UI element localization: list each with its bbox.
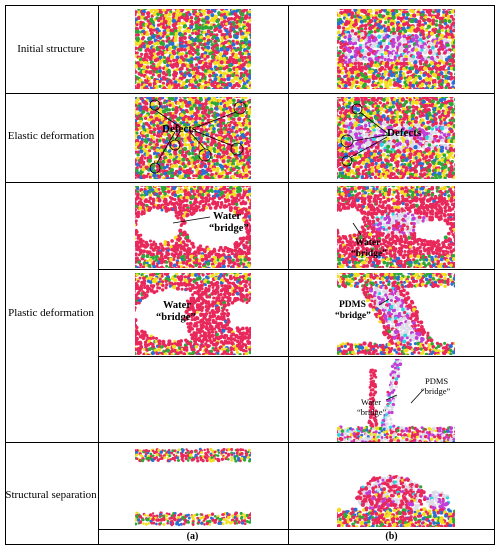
panel-b-elastic (337, 97, 455, 179)
rule-col-1 (98, 5, 99, 545)
rule-6 (98, 529, 495, 530)
sim-a-initial (135, 9, 251, 89)
column-label-b: (b) (385, 531, 398, 542)
sim-b-initial (337, 9, 455, 89)
panel-b-plastic-2 (337, 273, 455, 355)
rule-5 (5, 442, 495, 443)
rule-1 (5, 93, 495, 94)
rule-top (5, 5, 495, 6)
rule-bottom (5, 544, 495, 545)
panel-a-initial (135, 9, 251, 89)
rule-4 (98, 356, 495, 357)
rule-3 (98, 269, 495, 270)
panel-a-plastic-1 (135, 186, 251, 268)
sim-a-elastic (135, 97, 251, 179)
stage-label-elastic: Elastic deformation (7, 130, 95, 142)
panel-b-separation (337, 445, 455, 527)
panel-b-initial (337, 9, 455, 89)
column-label-a: (a) (186, 531, 199, 542)
figure-table: Initial structure Elastic deformation Pl… (5, 5, 495, 545)
panel-a-separation (135, 445, 251, 527)
panel-a-elastic (135, 97, 251, 179)
sim-b-plastic-1 (337, 186, 455, 268)
sim-b-plastic-3 (337, 359, 455, 442)
sim-b-separation (337, 474, 455, 527)
stage-label-plastic: Plastic deformation (8, 307, 94, 319)
panel-b-plastic-1 (337, 186, 455, 268)
sim-b-plastic-2 (337, 273, 455, 355)
sim-a-plastic-2 (135, 273, 251, 355)
rule-col-2 (288, 5, 289, 545)
sim-a-separation (135, 447, 251, 527)
stage-label-initial: Initial structure (17, 43, 85, 55)
panel-b-plastic-3 (337, 359, 455, 442)
rule-left (5, 5, 6, 545)
sim-b-elastic (337, 97, 455, 179)
rule-2 (5, 182, 495, 183)
rule-right (494, 5, 495, 545)
panel-a-plastic-2 (135, 273, 251, 355)
stage-label-separation: Structural separation (5, 489, 97, 501)
sim-a-plastic-1 (135, 186, 251, 268)
